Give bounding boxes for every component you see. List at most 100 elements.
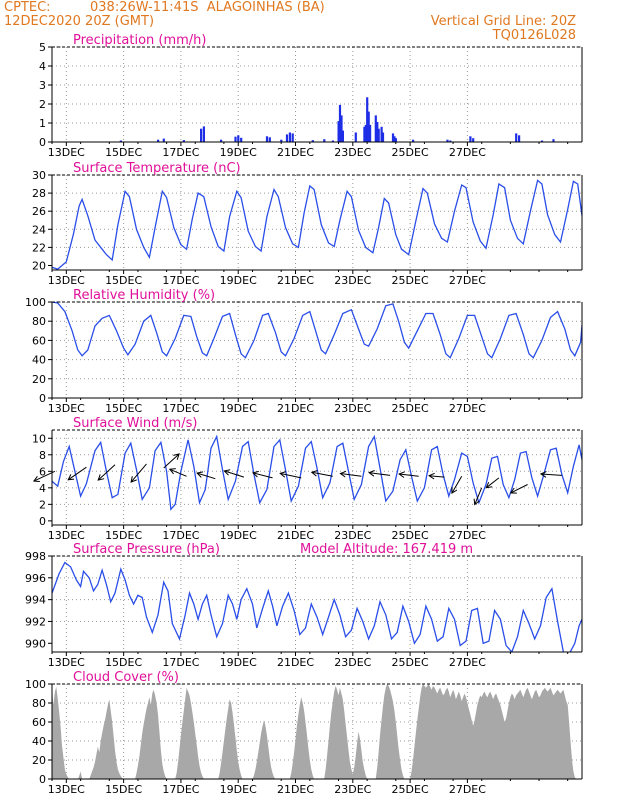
y-tick-label: 28 (32, 187, 46, 200)
wind-vector-head (509, 487, 517, 494)
x-tick-label: 27DEC (449, 402, 486, 415)
wind-vector (510, 484, 528, 494)
precip-bar (515, 133, 518, 142)
x-tick-label: 21DEC (277, 783, 314, 796)
grid-note-label: Vertical Grid Line: 20Z (430, 14, 576, 29)
y-tick-label: 20 (32, 754, 46, 767)
y-tick-label: 2 (39, 98, 46, 111)
y-tick-label: 998 (25, 550, 46, 563)
precip-bar (340, 115, 343, 142)
y-tick-label: 1 (39, 117, 46, 130)
x-tick-label: 25DEC (392, 274, 429, 287)
precip-bar (369, 124, 372, 142)
x-tick-label: 13DEC (48, 274, 85, 287)
wind-vector (369, 472, 391, 476)
y-tick-label: 10 (32, 432, 46, 445)
wind-vector (97, 464, 116, 481)
x-tick-label: 23DEC (334, 402, 371, 415)
precip-bar (366, 97, 369, 142)
precip-bar (472, 138, 475, 142)
panel-annotation: Model Altitude: 167.419 m (300, 542, 473, 557)
x-tick-label: 19DEC (220, 146, 257, 159)
x-tick-label: 15DEC (105, 656, 142, 669)
x-tick-label: 19DEC (220, 402, 257, 415)
precip-bar (331, 140, 334, 142)
precip-bar (354, 132, 357, 142)
y-tick-label: 6 (39, 465, 46, 478)
wind-vector (485, 477, 500, 489)
wind-vector-head (173, 453, 180, 460)
x-tick-label: 27DEC (449, 529, 486, 542)
x-tick-label: 17DEC (162, 274, 199, 287)
precip-bar (285, 134, 289, 142)
cloud-area (52, 684, 582, 779)
wind-vector-head (251, 470, 259, 478)
wind-vector-head (67, 474, 75, 481)
wind-vector-head (473, 498, 480, 506)
x-tick-label: 23DEC (334, 529, 371, 542)
wind-vector (474, 487, 483, 505)
y-tick-label: 0 (39, 392, 46, 405)
x-tick-label: 23DEC (334, 274, 371, 287)
y-tick-label: 0 (39, 515, 46, 528)
y-tick-label: 0 (39, 136, 46, 149)
panel-5: 990 992 994 996 998 13DEC 15DEC 17DEC 19DEC 21DEC… (25, 542, 583, 669)
precip-bar (157, 139, 160, 142)
wind-vector-head (130, 476, 137, 483)
x-tick-label: 21DEC (277, 274, 314, 287)
precip-bar (363, 126, 366, 142)
source-label: CPTEC: (4, 0, 51, 15)
y-tick-label: 24 (32, 223, 46, 236)
precip-bar (338, 104, 342, 142)
y-tick-label: 80 (32, 315, 46, 328)
wind-vector (451, 476, 463, 494)
x-tick-label: 19DEC (220, 529, 257, 542)
wind-vector-head (310, 470, 318, 477)
y-tick-label: 992 (25, 615, 46, 628)
wind-vector (540, 473, 562, 476)
precip-bar (376, 122, 379, 142)
precip-bar (391, 133, 395, 142)
panel-title: Cloud Cover (%) (73, 670, 179, 685)
x-tick-label: 23DEC (334, 783, 371, 796)
precip-bar (367, 111, 370, 142)
series-line (52, 302, 582, 359)
x-tick-label: 21DEC (277, 529, 314, 542)
wind-vector (67, 466, 87, 481)
x-tick-label: 27DEC (449, 783, 486, 796)
precip-bar (291, 133, 294, 142)
series-line (52, 561, 582, 652)
precip-bar (364, 124, 367, 142)
y-tick-label: 80 (32, 697, 46, 710)
wind-vector (340, 473, 362, 477)
precip-bar (280, 139, 283, 142)
precip-bar (234, 136, 237, 142)
x-tick-label: 25DEC (392, 529, 429, 542)
precip-bar (552, 139, 555, 142)
x-tick-label: 13DEC (48, 402, 85, 415)
y-tick-label: 5 (39, 41, 46, 54)
wind-vector (252, 472, 273, 479)
precip-bar (119, 140, 122, 142)
precip-bar (220, 139, 223, 142)
x-tick-label: 15DEC (105, 402, 142, 415)
x-tick-label: 17DEC (162, 783, 199, 796)
panel-4: 0 2 4 6 8 10 13DEC 15DEC 17DEC 19DEC 21DEC 23DEC 25D… (32, 416, 583, 542)
panel-title: Surface Temperature (nC) (73, 161, 241, 176)
x-tick-label: 23DEC (334, 146, 371, 159)
y-tick-label: 40 (32, 735, 46, 748)
precip-bar (381, 132, 385, 142)
y-tick-label: 0 (39, 773, 46, 786)
wind-vector-head (168, 468, 176, 475)
x-tick-label: 13DEC (48, 656, 85, 669)
precip-bar (446, 139, 449, 142)
datetime-label: 12DEC2020 20Z (GMT) (4, 14, 155, 29)
x-tick-label: 13DEC (48, 783, 85, 796)
y-tick-label: 100 (25, 678, 46, 691)
x-tick-label: 27DEC (449, 656, 486, 669)
x-tick-label: 21DEC (277, 146, 314, 159)
precip-bar (469, 136, 472, 142)
wind-vector (399, 473, 419, 477)
y-tick-label: 20 (32, 373, 46, 386)
x-tick-label: 15DEC (105, 783, 142, 796)
